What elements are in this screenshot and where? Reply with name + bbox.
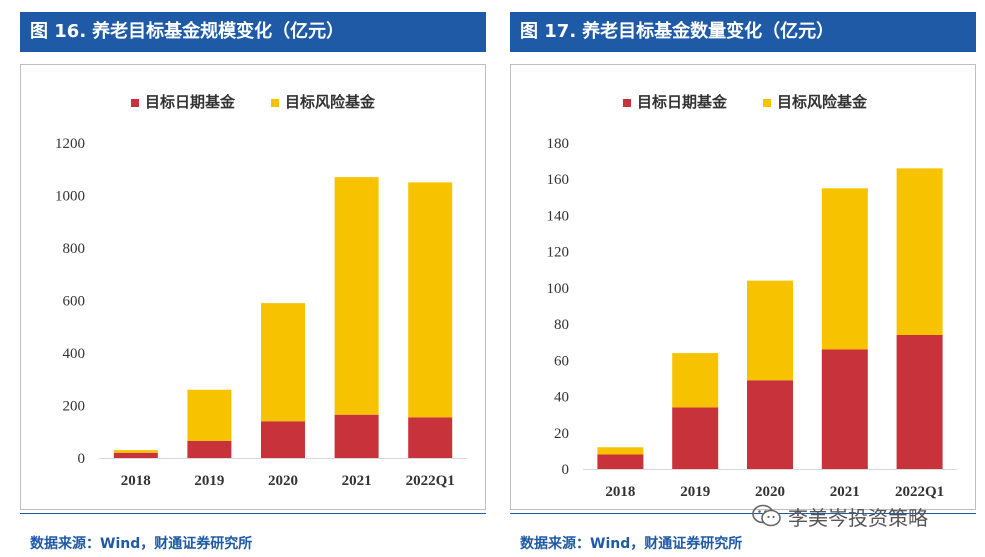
bar-target-date-2020	[747, 380, 793, 469]
y-tick-label: 60	[554, 353, 569, 369]
bar-target-date-2018	[597, 454, 644, 469]
figure-16-source: 数据来源：Wind，财通证券研究所	[30, 536, 253, 552]
bar-target-risk-2020	[261, 303, 305, 422]
figure-16-title: 养老目标基金规模变化（亿元）	[92, 21, 345, 42]
figure-17-chart: 目标日期基金 目标风险基金 0 20 40 60 80 100 120 140 160 180 2018…	[547, 93, 957, 500]
x-tick-label: 2021	[830, 484, 860, 500]
bar-target-risk-2018	[597, 447, 644, 455]
y-tick-label: 0	[78, 451, 86, 467]
figure-16-chart: 目标日期基金 目标风险基金 0 200 400 600 800 1000 1200 2018 201…	[55, 93, 467, 489]
bar-target-date-2021	[821, 349, 868, 469]
x-tick-label: 2022Q1	[406, 473, 455, 489]
y-tick-label: 160	[547, 172, 570, 188]
x-tick-label: 2018	[121, 473, 151, 489]
figure-17-source-divider	[510, 513, 976, 514]
y-tick-label: 400	[63, 346, 86, 362]
x-tick-label: 2022Q1	[895, 484, 944, 500]
bar-target-risk-2020	[747, 280, 793, 381]
legend-label-1: 目标风险基金	[285, 93, 376, 111]
y-tick-label: 140	[547, 208, 570, 224]
y-tick-label: 0	[562, 462, 570, 478]
bar-target-risk-2019	[672, 353, 719, 408]
y-tick-label: 80	[554, 317, 569, 333]
y-tick-label: 120	[547, 245, 570, 261]
bar-target-risk-2022Q1	[408, 182, 453, 418]
bar-target-date-2018	[113, 452, 158, 458]
y-tick-label: 600	[63, 294, 86, 310]
y-tick-label: 1000	[55, 189, 85, 205]
bar-target-date-2019	[672, 407, 719, 469]
figure-17-source: 数据来源：Wind，财通证券研究所	[520, 536, 743, 552]
wechat-icon	[752, 504, 781, 527]
x-tick-label: 2019	[194, 473, 224, 489]
legend-swatch-0	[131, 99, 139, 107]
legend-swatch-1	[271, 99, 279, 107]
bar-target-date-2020	[261, 421, 305, 458]
bar-target-risk-2018	[113, 450, 158, 453]
figure-16-number: 图 16.	[30, 21, 87, 42]
y-tick-label: 1200	[55, 136, 85, 152]
y-tick-label: 40	[554, 390, 569, 406]
bar-target-date-2019	[187, 440, 232, 458]
figure-16-header: 图 16. 养老目标基金规模变化（亿元）	[20, 12, 486, 52]
figure-17-chart-frame: 目标日期基金 目标风险基金 0 20 40 60 80 100 120 140 160 180 2018…	[510, 64, 976, 510]
figure-17-panel: 图 17. 养老目标基金数量变化（亿元） 目标日期基金 目标风险基金 0 20 40 60 8…	[510, 0, 976, 557]
x-tick-label: 2021	[342, 473, 372, 489]
figure-16-chart-frame: 目标日期基金 目标风险基金 0 200 400 600 800 1000 1200 2018 201…	[20, 64, 486, 510]
legend-swatch-1	[763, 99, 771, 107]
legend-label-0: 目标日期基金	[637, 93, 728, 111]
x-tick-label: 2018	[605, 484, 635, 500]
y-tick-label: 180	[547, 136, 570, 152]
bar-target-date-2021	[334, 414, 379, 458]
figure-17-header: 图 17. 养老目标基金数量变化（亿元）	[510, 12, 976, 52]
legend-swatch-0	[623, 99, 631, 107]
y-tick-label: 100	[547, 281, 570, 297]
bar-target-risk-2022Q1	[896, 168, 943, 335]
legend-label-0: 目标日期基金	[145, 93, 236, 111]
bar-target-date-2022Q1	[408, 417, 453, 458]
x-tick-label: 2020	[268, 473, 298, 489]
x-tick-label: 2019	[680, 484, 710, 500]
bar-target-date-2022Q1	[896, 334, 943, 469]
y-tick-label: 800	[63, 241, 86, 257]
figure-17-title: 养老目标基金数量变化（亿元）	[582, 21, 835, 42]
watermark: 李美岑投资策略	[752, 498, 928, 534]
y-tick-label: 20	[554, 426, 569, 442]
figure-16-source-divider	[20, 513, 486, 514]
bar-target-risk-2021	[334, 177, 379, 415]
figure-17-number: 图 17.	[520, 21, 577, 42]
x-tick-label: 2020	[755, 484, 785, 500]
watermark-text: 李美岑投资策略	[788, 505, 928, 530]
bar-target-risk-2019	[187, 389, 232, 441]
bar-target-risk-2021	[821, 188, 868, 350]
figure-16-panel: 图 16. 养老目标基金规模变化（亿元） 目标日期基金 目标风险基金 0 200 400 6…	[20, 0, 486, 557]
legend-label-1: 目标风险基金	[777, 93, 868, 111]
y-tick-label: 200	[63, 399, 86, 415]
